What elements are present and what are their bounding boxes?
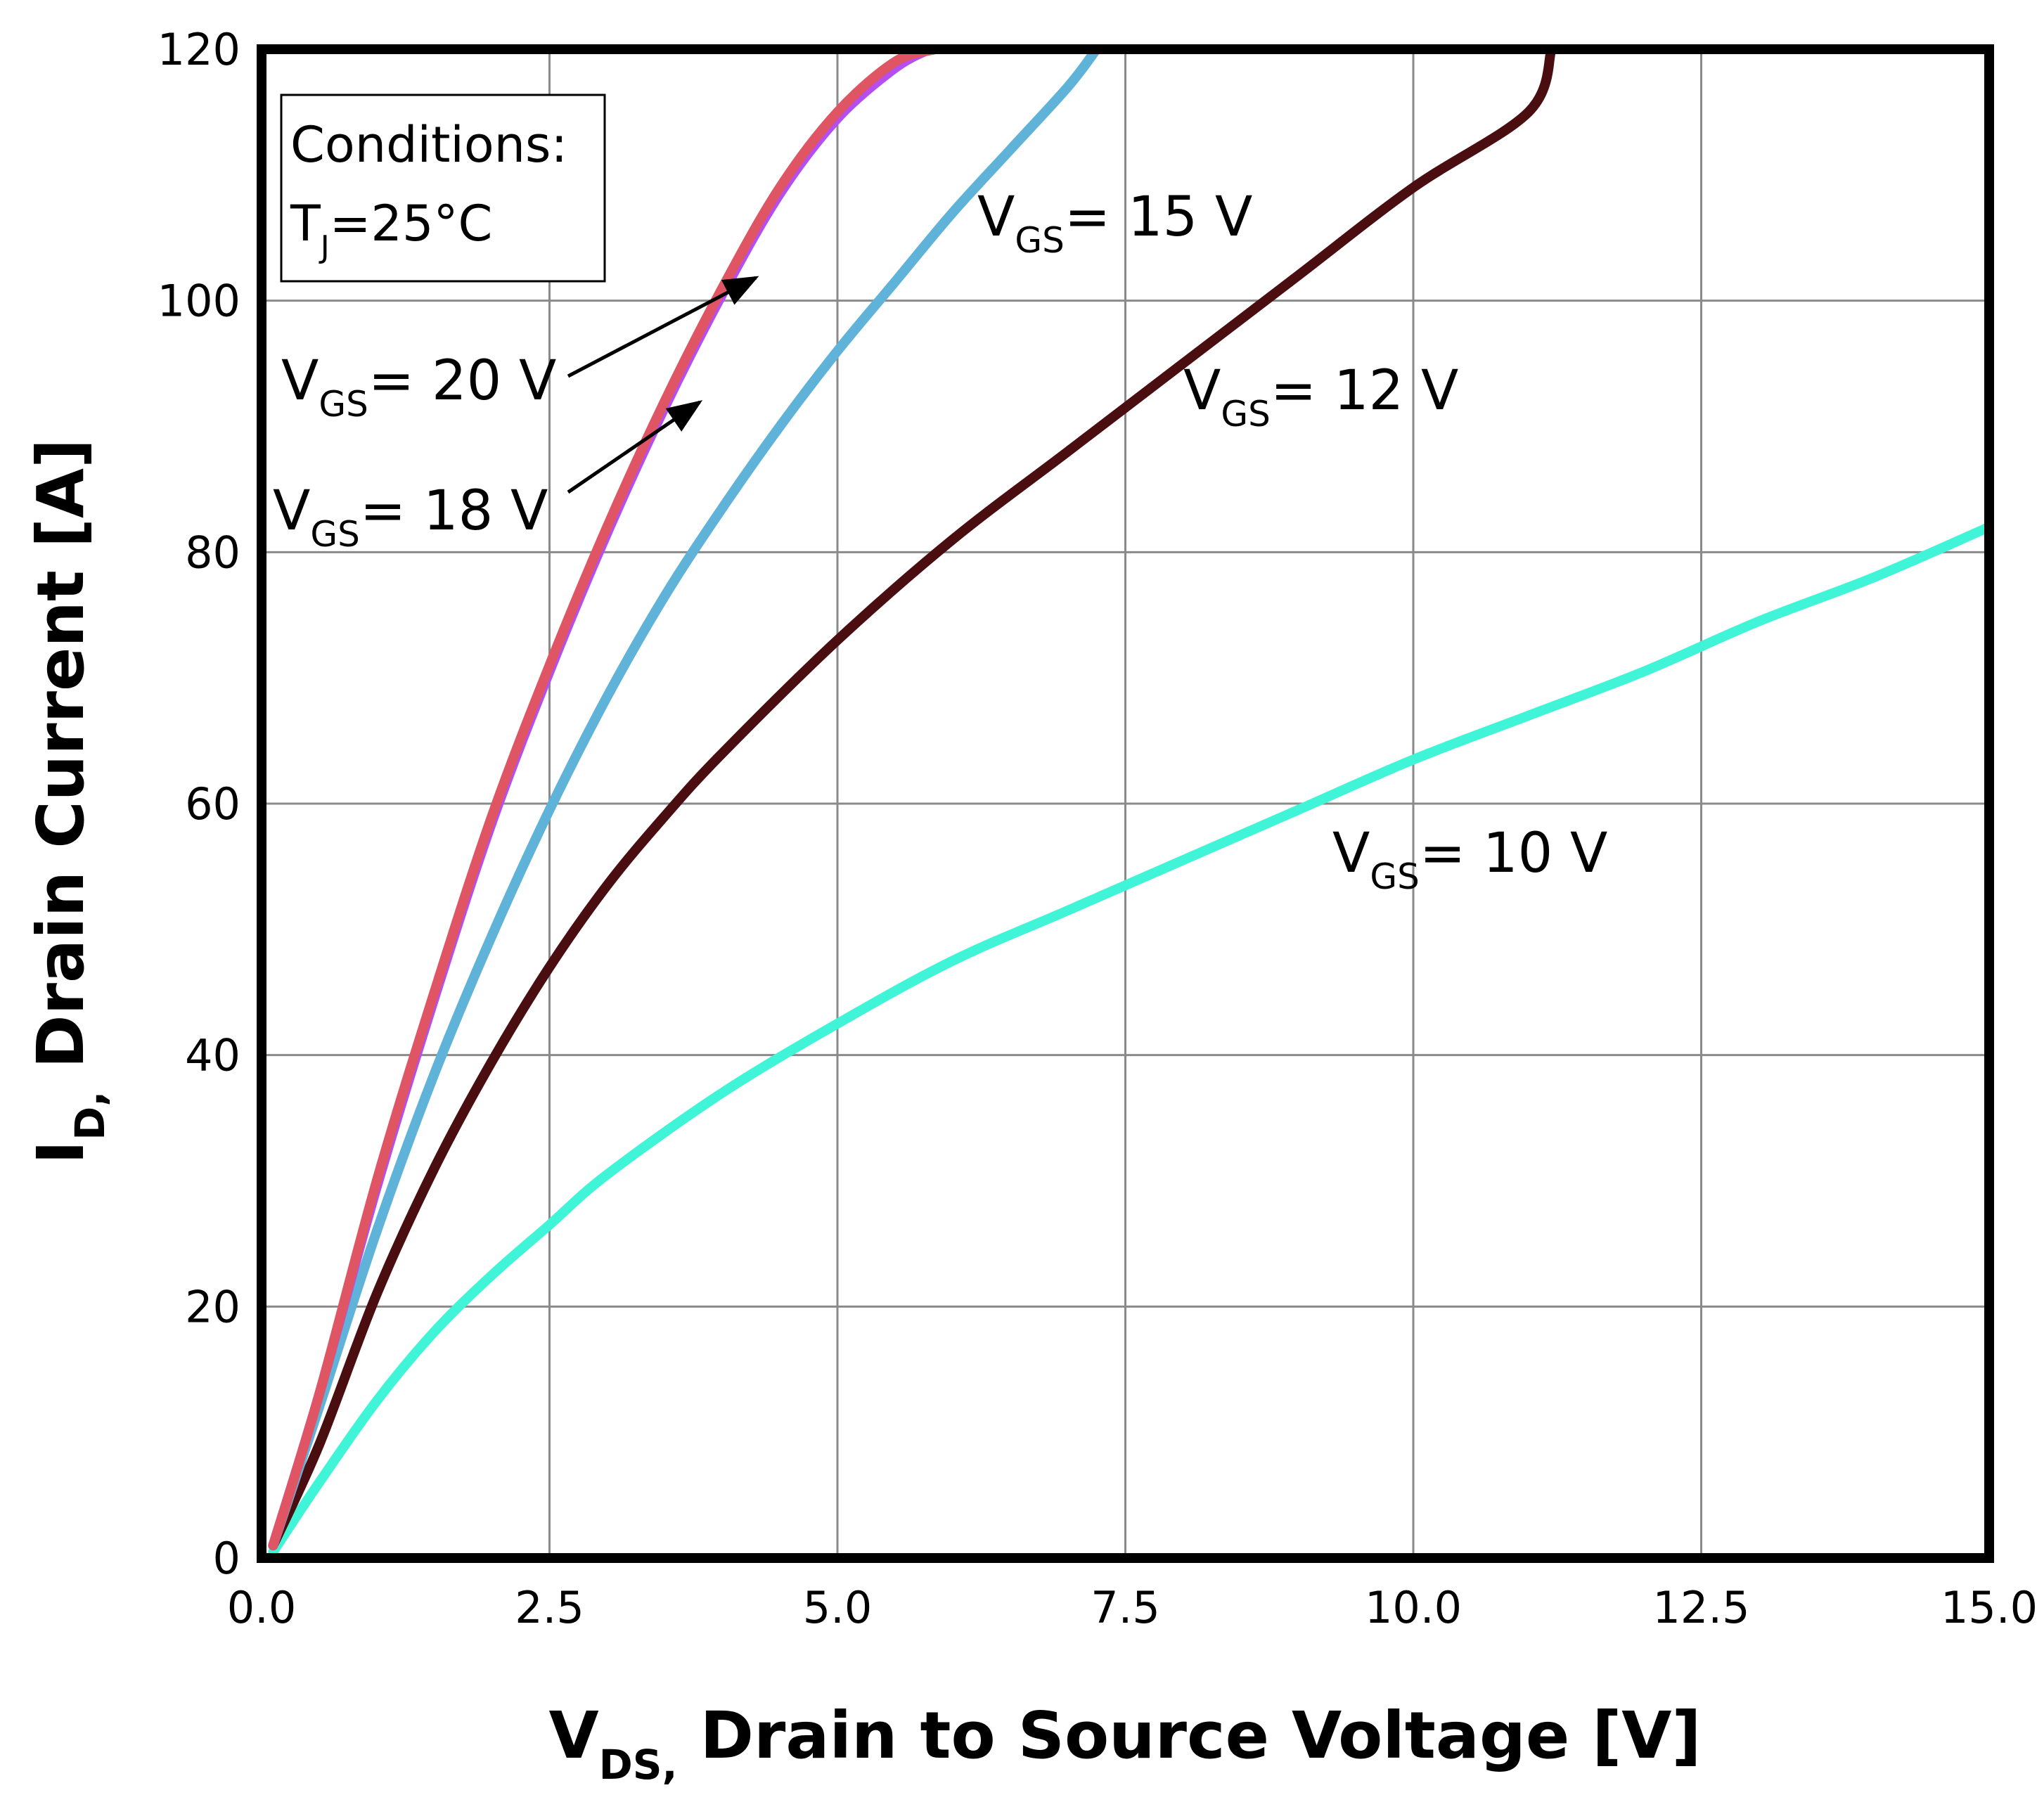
y-axis-title-sub: D, [66,1091,114,1140]
label-vgs-18-rest: = 18 V [360,480,548,543]
series-line-vgs-20 [268,49,941,1551]
x-tick-label: 2.5 [515,1582,584,1633]
x-axis-title: VDS, Drain to Source Voltage [V] [548,1698,1701,1789]
label-vgs-18-sub: GS [310,514,359,555]
label-vgs-10: VGS= 10 V [1332,822,1607,897]
arrow-vgs-20 [567,276,759,378]
conditions-frame [280,94,606,283]
y-tick-label: 120 [158,24,240,75]
x-axis-title-main: V [548,1698,598,1773]
x-tick-label: 10.0 [1365,1582,1462,1633]
y-axis-title-rest: Drain Current [A] [23,439,98,1091]
label-vgs-20-sub: GS [319,384,368,425]
label-vgs-12-sub: GS [1221,394,1270,435]
label-vgs-10-main: V [1332,822,1370,885]
series-line-vgs-12 [268,49,1557,1551]
label-vgs-20-rest: = 20 V [368,349,557,413]
x-tick-label: 5.0 [803,1582,873,1633]
conditions-title: Conditions: [290,116,567,174]
x-tick-label: 0.0 [227,1582,297,1633]
y-axis-title: ID, Drain Current [A] [23,439,114,1164]
x-tick-label: 7.5 [1091,1582,1160,1633]
series-line-vgs-10 [268,522,1989,1557]
y-tick-label: 40 [185,1030,240,1081]
label-vgs-15-rest: = 15 V [1065,186,1253,249]
label-vgs-15-main: V [977,186,1015,249]
label-vgs-18: VGS= 18 V [273,480,548,555]
label-vgs-15-sub: GS [1015,220,1064,261]
conditions-temperature: TJ=25°C [290,195,492,265]
x-tick-label: 12.5 [1652,1582,1749,1633]
y-tick-label: 60 [185,778,240,830]
plot-frame [257,44,1994,1563]
cond-temp-sub: J [319,229,330,265]
y-tick-label: 0 [213,1533,240,1584]
label-vgs-15: VGS= 15 V [977,186,1252,261]
y-axis-title-main: I [23,1140,98,1164]
y-tick-label: 20 [185,1281,240,1332]
y-tick-label: 100 [158,276,240,327]
y-tick-labels: 0 20 40 60 80 100 120 [158,24,240,1584]
label-vgs-12-rest: = 12 V [1271,359,1459,423]
label-vgs-12-main: V [1183,359,1221,423]
x-axis-title-rest: Drain to Source Voltage [V] [678,1698,1702,1773]
label-vgs-12: VGS= 12 V [1183,359,1458,435]
label-vgs-20-main: V [281,349,319,413]
x-tick-label: 15.0 [1941,1582,2038,1633]
cond-temp-rest: =25°C [330,195,493,252]
label-vgs-18-main: V [273,480,310,543]
curves [268,49,1989,1557]
cond-temp-main: T [290,195,321,252]
x-tick-labels: 0.0 2.5 5.0 7.5 10.0 12.5 15.0 [227,1582,2038,1633]
label-vgs-10-rest: = 10 V [1420,822,1608,885]
conditions-box: Conditions: TJ=25°C [280,94,606,283]
label-vgs-20: VGS= 20 V [281,349,556,425]
arrow-vgs-18 [567,400,703,494]
series-line-vgs-15 [268,49,1102,1551]
y-tick-label: 80 [185,527,240,578]
label-vgs-10-sub: GS [1370,856,1419,897]
x-axis-title-sub: DS, [599,1741,678,1789]
